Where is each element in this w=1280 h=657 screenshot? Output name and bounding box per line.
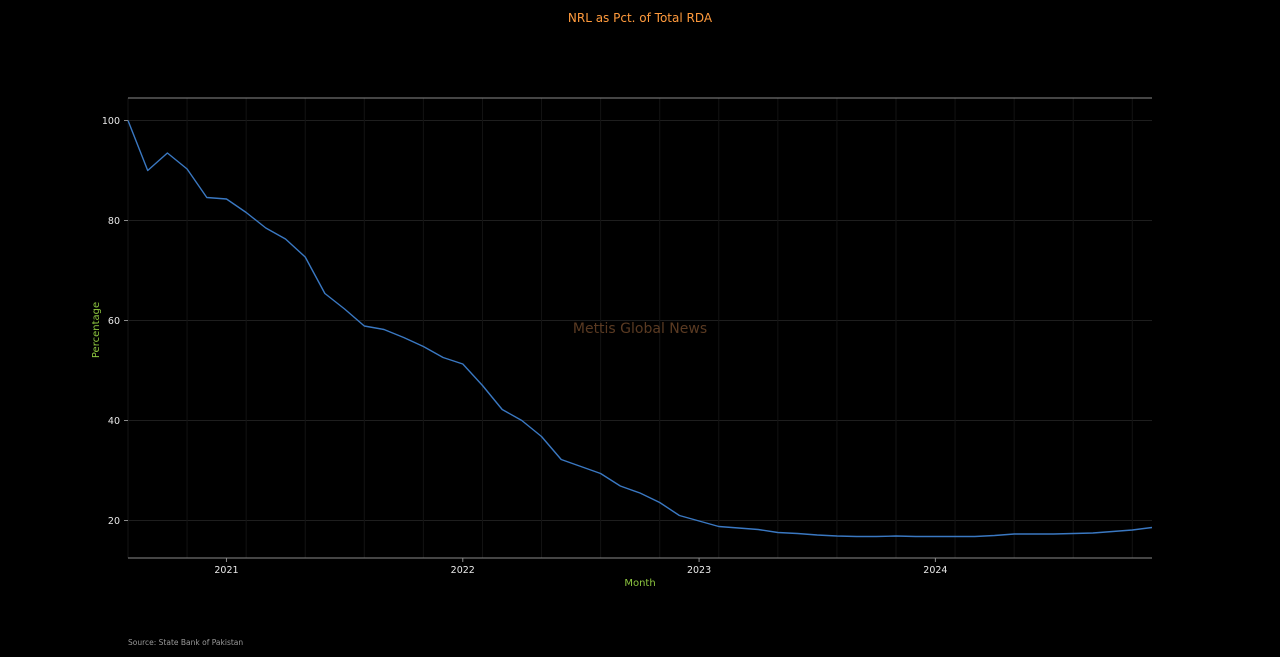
plot-frame [128,97,1152,559]
series-group [127,120,1153,538]
y-axis-label: Percentage [91,302,102,358]
tick-labels: 20 40 60 80 100 2021 2022 2023 2024 [102,116,948,576]
y-tick-label: 20 [108,516,120,527]
grid-lines [127,98,1152,558]
chart-title: NRL as Pct. of Total RDA [568,11,713,25]
series-line [127,120,1153,538]
y-tick-label: 100 [102,116,120,127]
watermark-text: Mettis Global News [573,321,707,337]
x-tick-label: 2023 [687,565,711,576]
x-tick-label: 2022 [451,565,475,576]
y-tick-label: 40 [108,416,120,427]
x-axis-label: Month [624,578,655,589]
x-tick-label: 2021 [214,565,238,576]
x-tick-label: 2024 [923,565,947,576]
y-tick-label: 60 [108,316,120,327]
y-tick-label: 80 [108,216,120,227]
source-note: Source: State Bank of Pakistan [128,638,243,647]
